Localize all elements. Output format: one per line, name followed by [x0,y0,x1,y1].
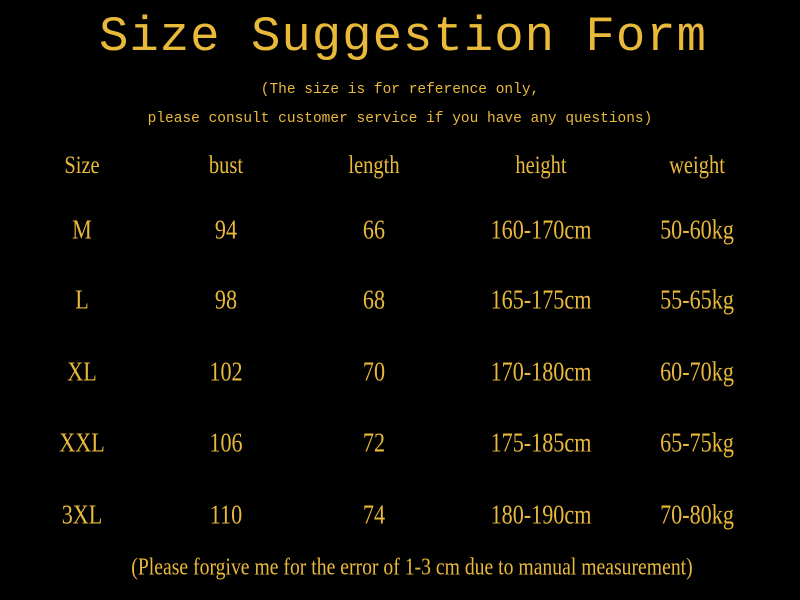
cell-text: 74 [362,499,386,530]
cell-text: length [348,152,400,179]
subtitle-line: (The size is for reference only, [260,82,540,98]
cell-text: 72 [362,427,386,458]
table-cell: 94 [213,215,240,246]
cell-text: 3XL [61,499,103,530]
cell-text: bust [208,152,244,179]
table-cell: 50-60kg [652,215,742,246]
table-cell: 72 [361,428,388,459]
table-cell: 3XL [57,500,107,531]
table-cell: 70-80kg [652,500,742,531]
cell-text: 94 [214,214,238,245]
cell-text: 175-185cm [490,427,592,458]
note-text: (Please forgive me for the error of 1-3 … [131,554,693,581]
table-cell: 170-180cm [480,357,603,388]
cell-text: 160-170cm [490,214,592,245]
cell-text: XXL [59,427,105,458]
table-cell: height [510,152,573,180]
cell-text: 102 [209,356,243,387]
table-cell: bust [205,152,247,180]
subtitle-line: please consult customer service if you h… [147,111,653,127]
cell-text: height [515,152,567,179]
table-cell: XL [64,357,100,388]
cell-text: 60-70kg [660,356,734,387]
table-cell: 70 [361,357,388,388]
cell-text: 65-75kg [660,427,734,458]
table-cell: 74 [361,500,388,531]
note: (Please forgive me for the error of 1-3 … [70,555,755,582]
table-cell: 102 [206,357,247,388]
cell-text: 170-180cm [490,356,592,387]
cell-text: 68 [362,284,386,315]
table-cell: 98 [213,285,240,316]
cell-text: 70-80kg [660,499,734,530]
cell-text: Size [64,152,100,179]
table-cell: 165-175cm [480,285,603,316]
table-cell: weight [663,152,731,180]
table-cell: length [343,152,406,180]
table-cell: Size [60,152,103,180]
table-cell: 55-65kg [652,285,742,316]
cell-text: 98 [214,284,238,315]
table-cell: L [74,285,91,316]
table-cell: 160-170cm [480,215,603,246]
table-cell: 175-185cm [480,428,603,459]
title: Size Suggestion Form [98,9,708,65]
table-cell: 110 [206,500,246,531]
cell-text: 70 [362,356,386,387]
table-cell: 180-190cm [480,500,603,531]
table-cell: 66 [361,215,388,246]
cell-text: 110 [209,499,243,530]
cell-text: weight [669,152,725,179]
cell-text: 66 [362,214,386,245]
table-cell: XXL [54,428,110,459]
cell-text: 165-175cm [490,284,592,315]
cell-text: M [72,214,92,245]
table-cell: 106 [206,428,247,459]
cell-text: L [75,284,89,315]
table-cell: 60-70kg [652,357,742,388]
cell-text: 180-190cm [490,499,592,530]
cell-text: 50-60kg [660,214,734,245]
cell-text: XL [67,356,97,387]
cell-text: 106 [209,427,243,458]
cell-text: 55-65kg [660,284,734,315]
table-cell: 68 [361,285,388,316]
table-cell: M [70,215,94,246]
table-cell: 65-75kg [652,428,742,459]
